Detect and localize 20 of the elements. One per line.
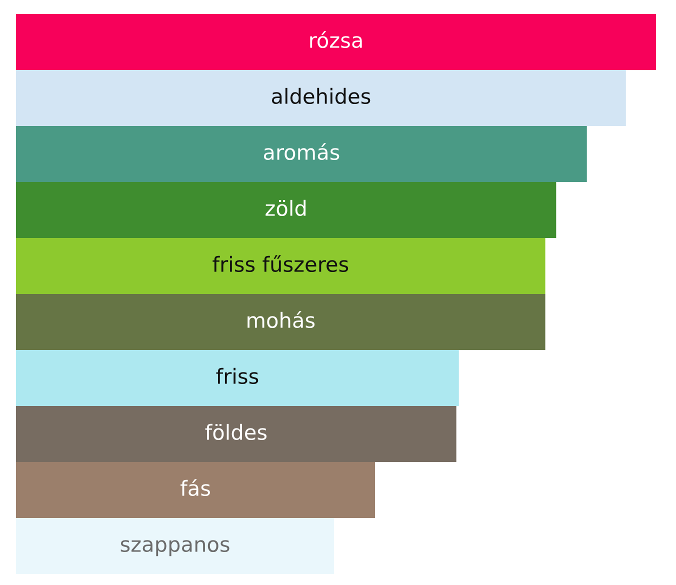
bar: [16, 126, 587, 182]
y-tick-label: mohás: [248, 311, 315, 328]
y-tick-label: friss fűszeres: [212, 255, 348, 272]
bar: [16, 518, 334, 574]
y-tick-label: zöld: [266, 200, 306, 216]
bar: [16, 70, 626, 126]
y-tick-label: rózsa: [310, 31, 362, 48]
bar: [16, 182, 556, 238]
y-tick-label: fás: [180, 479, 210, 496]
bar: [16, 350, 459, 406]
y-tick-label: friss: [216, 368, 258, 384]
y-tick-label: aromás: [264, 143, 340, 160]
bar: [16, 406, 456, 462]
bar: [16, 462, 376, 518]
bar: [16, 238, 546, 294]
y-tick-label: szappanos: [120, 540, 230, 556]
y-tick-label: aldehides: [272, 88, 370, 104]
y-tick-label: földes: [205, 424, 267, 440]
bar: [16, 294, 546, 350]
bar: [16, 14, 656, 70]
